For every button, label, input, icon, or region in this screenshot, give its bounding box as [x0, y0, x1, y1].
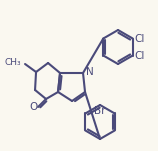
- Text: Br: Br: [94, 106, 106, 116]
- Text: Cl: Cl: [135, 50, 145, 61]
- Text: Cl: Cl: [135, 34, 145, 43]
- Text: O: O: [30, 102, 38, 112]
- Text: CH₃: CH₃: [4, 58, 21, 66]
- Text: N: N: [86, 67, 94, 77]
